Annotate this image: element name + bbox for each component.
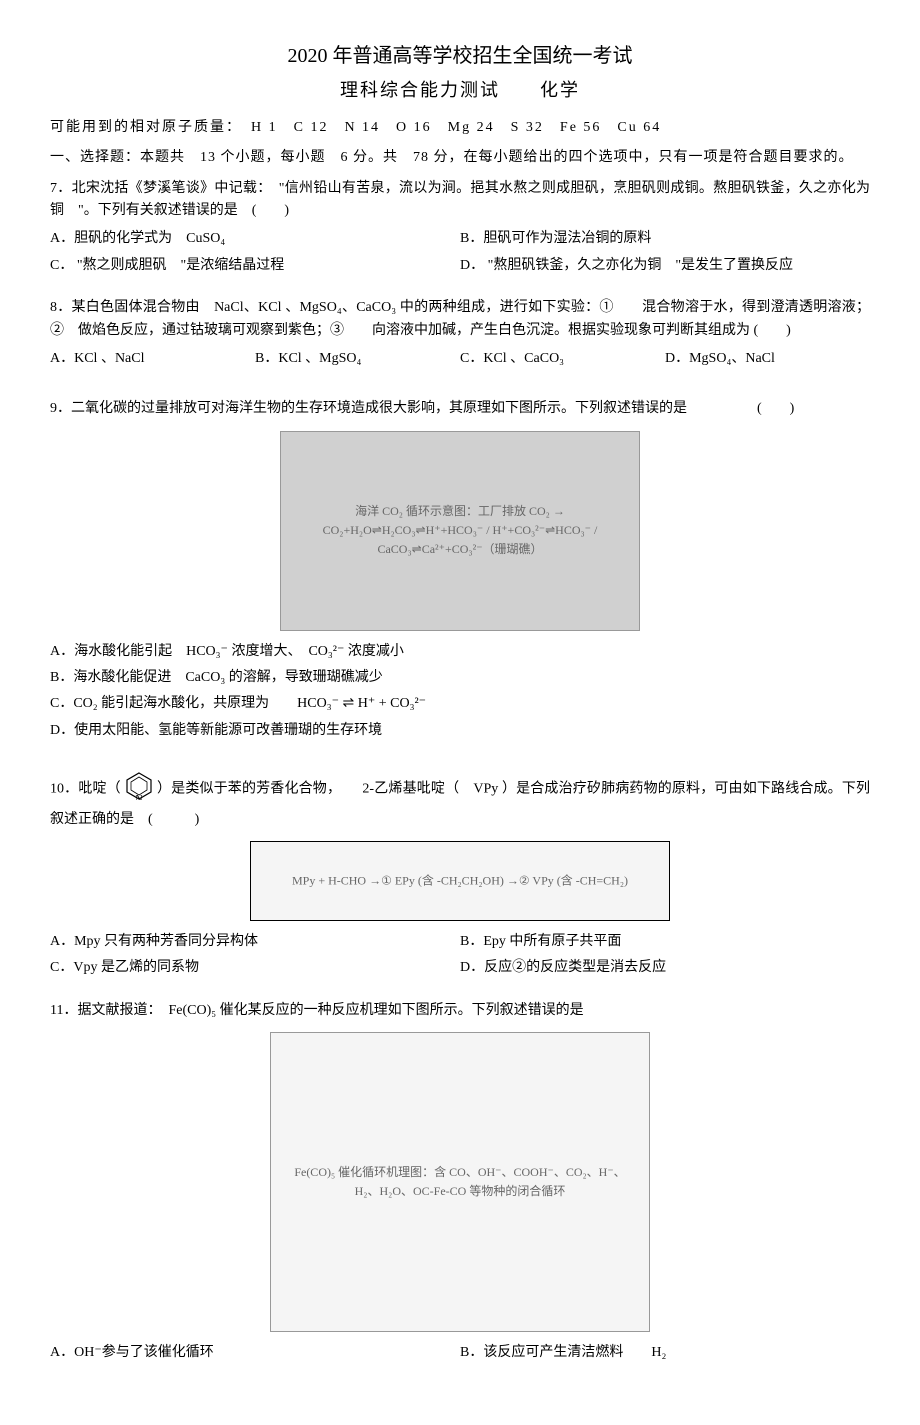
q11-text: 据文献报道： Fe(CO)₅ 催化某反应的一种反应机理如下图所示。下列叙述错误的… <box>77 1003 583 1018</box>
question-11: 11．据文献报道： Fe(CO)₅ 催化某反应的一种反应机理如下图所示。下列叙述… <box>50 1000 870 1022</box>
q7-text: 北宋沈括《梦溪笔谈》中记载： "信州铅山有苦泉，流以为涧。挹其水熬之则成胆矾，烹… <box>50 181 870 218</box>
q10-number: 10． <box>50 782 78 797</box>
q10-opt-c: C．Vpy 是乙烯的同系物 <box>50 957 460 979</box>
q10-text-before: 吡啶（ <box>78 782 121 797</box>
question-9: 9．二氧化碳的过量排放可对海洋生物的生存环境造成很大影响，其原理如下图所示。下列… <box>50 398 870 420</box>
q10-opt-b: B．Epy 中所有原子共平面 <box>460 931 870 953</box>
q10-text-after: ）是类似于苯的芳香化合物， 2-乙烯基吡啶（ VPy ）是合成治疗矽肺病药物的原… <box>50 782 870 827</box>
q10-options: A．Mpy 只有两种芳香同分异构体 B．Epy 中所有原子共平面 C．Vpy 是… <box>50 931 870 984</box>
q11-options: A．OH⁻参与了该催化循环 B．该反应可产生清洁燃料 H₂ <box>50 1342 870 1368</box>
q10-opt-a: A．Mpy 只有两种芳香同分异构体 <box>50 931 460 953</box>
q7-options: A．胆矾的化学式为 CuSO₄ B．胆矾可作为湿法冶铜的原料 C． "熬之则成胆… <box>50 228 870 281</box>
q11-figure: Fe(CO)₅ 催化循环机理图：含 CO、OH⁻、COOH⁻、CO₂、H⁻、H₂… <box>270 1032 650 1332</box>
q8-opt-c: C．KCl 、CaCO₃ <box>460 348 665 370</box>
section-1-header: 一、选择题：本题共 13 个小题，每小题 6 分。共 78 分，在每小题给出的四… <box>50 147 870 169</box>
question-8: 8．某白色固体混合物由 NaCl、KCl 、MgSO₄、CaCO₃ 中的两种组成… <box>50 297 870 342</box>
q11-figure-label: Fe(CO)₅ 催化循环机理图：含 CO、OH⁻、COOH⁻、CO₂、H⁻、H₂… <box>290 1163 630 1201</box>
q7-opt-c: C． "熬之则成胆矾 "是浓缩结晶过程 <box>50 255 460 277</box>
exam-title-sub: 理科综合能力测试 化学 <box>50 76 870 105</box>
q9-figure-label: 海洋 CO₂ 循环示意图：工厂排放 CO₂ → CO₂+H₂O⇌H₂CO₃⇌H⁺… <box>299 502 621 560</box>
q7-opt-b: B．胆矾可作为湿法冶铜的原料 <box>460 228 870 250</box>
q7-opt-a: A．胆矾的化学式为 CuSO₄ <box>50 228 460 250</box>
exam-title-main: 2020 年普通高等学校招生全国统一考试 <box>50 40 870 72</box>
pyridine-icon: N <box>121 770 157 808</box>
q7-opt-d: D． "熬胆矾铁釜，久之亦化为铜 "是发生了置换反应 <box>460 255 870 277</box>
q7-number: 7． <box>50 181 72 196</box>
q9-text: 二氧化碳的过量排放可对海洋生物的生存环境造成很大影响，其原理如下图所示。下列叙述… <box>71 401 794 416</box>
question-7: 7．北宋沈括《梦溪笔谈》中记载： "信州铅山有苦泉，流以为涧。挹其水熬之则成胆矾… <box>50 178 870 223</box>
q9-opt-d: D．使用太阳能、氢能等新能源可改善珊瑚的生存环境 <box>50 720 870 742</box>
q10-figure: MPy + H-CHO →① EPy (含 -CH₂CH₂OH) →② VPy … <box>250 841 670 921</box>
q9-opt-a: A．海水酸化能引起 HCO₃⁻ 浓度增大、 CO₃²⁻ 浓度减小 <box>50 641 870 663</box>
q9-opt-b: B．海水酸化能促进 CaCO₃ 的溶解，导致珊瑚礁减少 <box>50 667 870 689</box>
q9-opt-c: C．CO₂ 能引起海水酸化，共原理为 HCO₃⁻ ⇌ H⁺ + CO₃²⁻ <box>50 693 870 715</box>
q11-number: 11． <box>50 1003 77 1018</box>
q10-figure-label: MPy + H-CHO →① EPy (含 -CH₂CH₂OH) →② VPy … <box>272 871 648 890</box>
q8-opt-b: B．KCl 、MgSO₄ <box>255 348 460 370</box>
q8-text: 某白色固体混合物由 NaCl、KCl 、MgSO₄、CaCO₃ 中的两种组成，进… <box>50 300 870 337</box>
question-10: 10．吡啶（ N ）是类似于苯的芳香化合物， 2-乙烯基吡啶（ VPy ）是合成… <box>50 770 870 831</box>
svg-text:N: N <box>135 794 142 800</box>
q9-figure: 海洋 CO₂ 循环示意图：工厂排放 CO₂ → CO₂+H₂O⇌H₂CO₃⇌H⁺… <box>280 431 640 631</box>
atomic-mass-line: 可能用到的相对原子质量： H 1 C 12 N 14 O 16 Mg 24 S … <box>50 117 870 139</box>
q8-opt-a: A．KCl 、NaCl <box>50 348 255 370</box>
q8-number: 8． <box>50 300 72 315</box>
q8-opt-d: D．MgSO₄、NaCl <box>665 348 870 370</box>
q10-opt-d: D．反应②的反应类型是消去反应 <box>460 957 870 979</box>
q9-number: 9． <box>50 401 71 416</box>
q11-opt-b: B．该反应可产生清洁燃料 H₂ <box>460 1342 870 1364</box>
q11-opt-a: A．OH⁻参与了该催化循环 <box>50 1342 460 1364</box>
q8-options: A．KCl 、NaCl B．KCl 、MgSO₄ C．KCl 、CaCO₃ D．… <box>50 348 870 370</box>
